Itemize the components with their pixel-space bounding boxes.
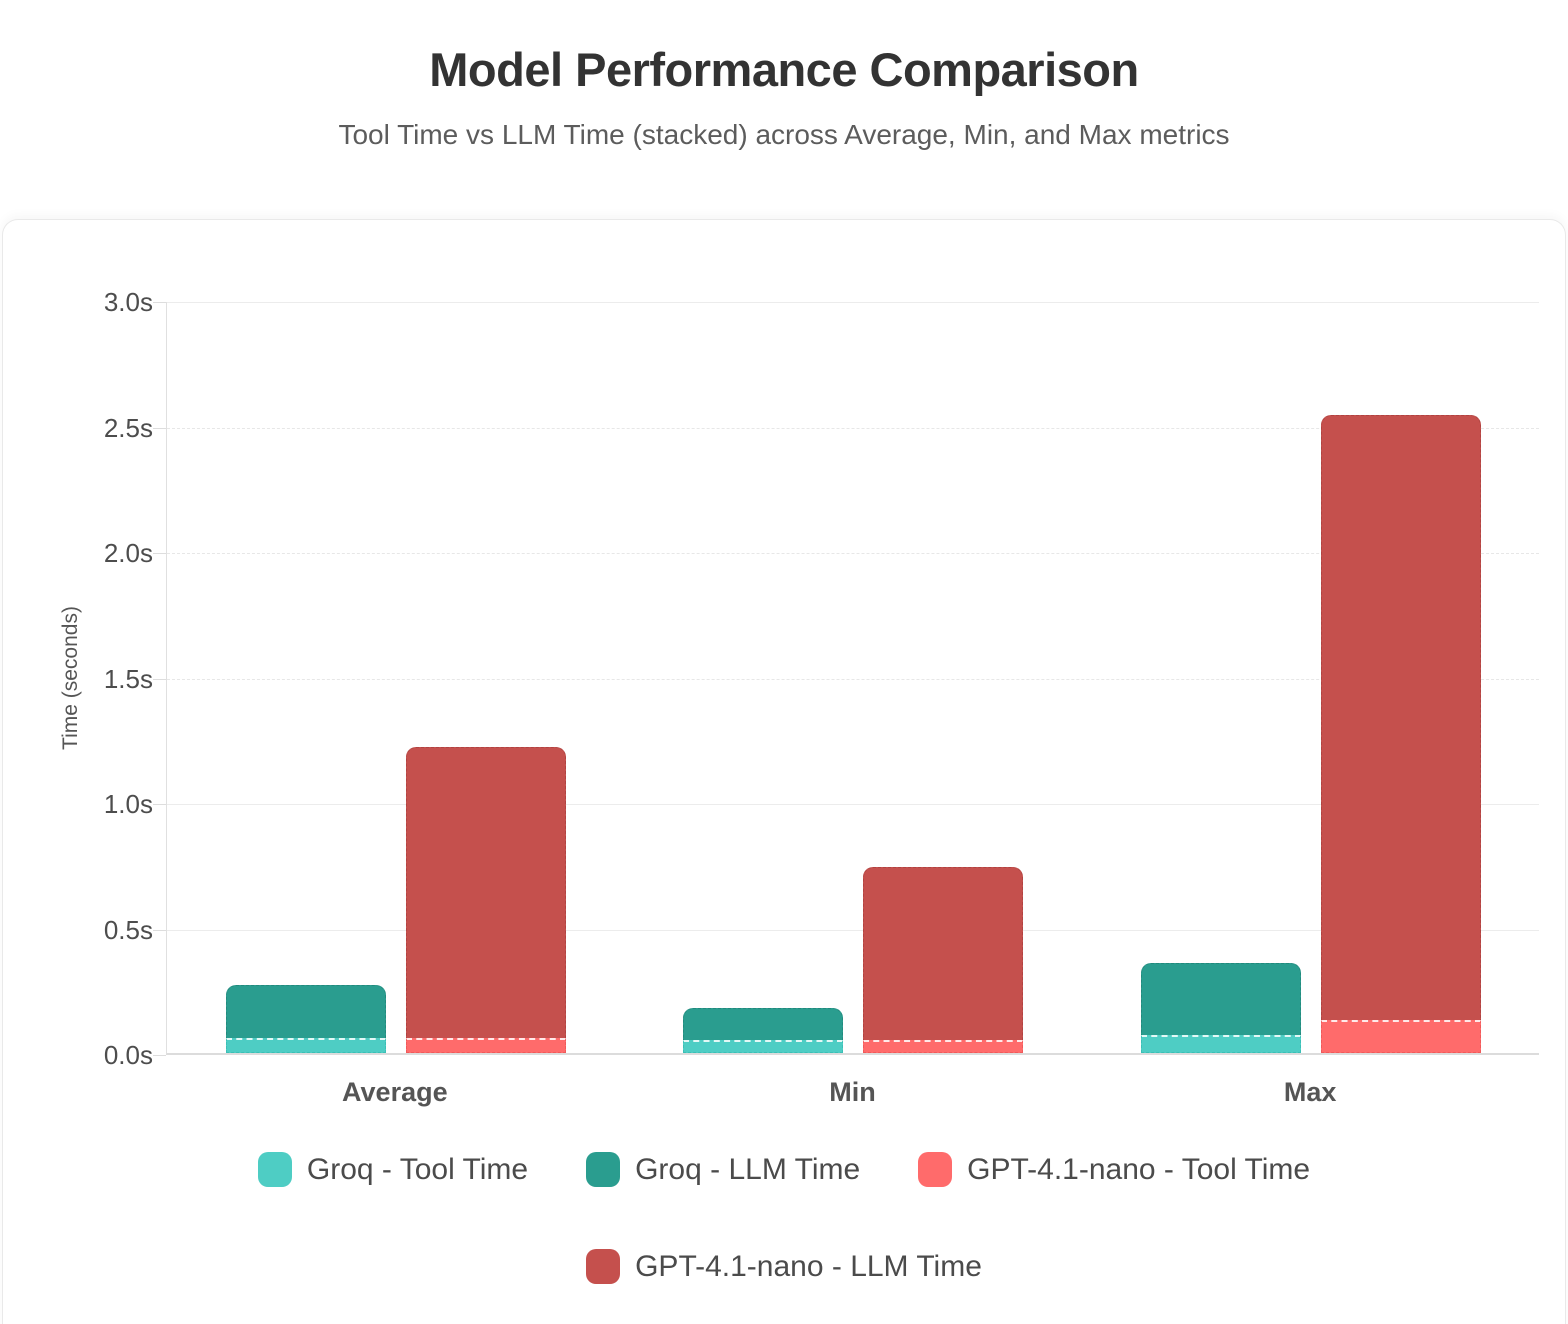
bar-gpt-4-1-nano-llm-time-min[interactable] (863, 867, 1024, 1041)
legend-swatch-groq-tool-time (257, 1152, 292, 1187)
chart-title: Model Performance Comparison (429, 43, 1139, 96)
gridline-0.5s (167, 929, 1539, 931)
legend-swatch-gpt-4-1-nano-tool-time (918, 1152, 953, 1187)
legend-label: GPT-4.1-nano - LLM Time (635, 1249, 982, 1283)
gridline-1.5s (167, 678, 1539, 680)
bar-stack-groq-min (683, 1007, 844, 1053)
legend-item-groq-tool-time[interactable]: Groq - Tool Time (257, 1152, 529, 1187)
gridline-2.0s (167, 553, 1539, 554)
legend-item-gpt-4-1-nano-tool-time[interactable]: GPT-4.1-nano - Tool Time (918, 1152, 1310, 1187)
legend-label: Groq - LLM Time (635, 1152, 861, 1186)
chart-subtitle: Tool Time vs LLM Time (stacked) across A… (338, 119, 1230, 150)
bar-stack-gpt-4-1-nano-min (863, 867, 1024, 1053)
bar-gpt-4-1-nano-tool-time-max[interactable] (1321, 1020, 1482, 1053)
y-axis-tickmark (153, 678, 166, 680)
bar-group-average (167, 302, 625, 1053)
bar-stack-gpt-4-1-nano-average (405, 746, 566, 1053)
chart-header: Model Performance Comparison Tool Time v… (0, 0, 1568, 151)
x-axis-label-max: Max (1283, 1077, 1337, 1107)
y-axis-tickmark (153, 804, 166, 805)
y-axis-tickmark (153, 427, 166, 429)
y-axis-tickmark (153, 1055, 166, 1056)
x-axis-label-min: Min (829, 1077, 876, 1107)
y-axis-tick-2.0s: 2.0s (103, 538, 153, 568)
bar-gpt-4-1-nano-tool-time-min[interactable] (863, 1040, 1024, 1053)
bar-groq-llm-time-max[interactable] (1141, 962, 1302, 1036)
bar-groq-tool-time-min[interactable] (683, 1040, 844, 1053)
y-axis-tickmark (153, 929, 166, 931)
y-axis-tickmark (153, 553, 166, 554)
bar-stack-gpt-4-1-nano-max (1321, 415, 1482, 1053)
y-axis-tick-1.0s: 1.0s (103, 789, 153, 819)
bar-groq-llm-time-min[interactable] (683, 1007, 844, 1041)
bar-groq-tool-time-max[interactable] (1141, 1035, 1302, 1053)
legend-swatch-gpt-4-1-nano-llm-time (586, 1249, 621, 1284)
legend-label: GPT-4.1-nano - Tool Time (967, 1152, 1311, 1186)
legend-item-groq-llm-time[interactable]: Groq - LLM Time (586, 1152, 860, 1187)
plot-area (166, 302, 1539, 1055)
y-axis-tick-0.5s: 0.5s (103, 914, 153, 945)
y-axis-tickmark (153, 302, 166, 303)
legend-item-gpt-4-1-nano-llm-time[interactable]: GPT-4.1-nano - LLM Time (586, 1249, 982, 1284)
bar-stack-groq-average (225, 985, 386, 1053)
gridline-3.0s (167, 302, 1539, 303)
legend: Groq - Tool Time Groq - LLM Time GPT-4.1-n… (3, 1152, 1565, 1284)
y-axis-tick-1.5s: 1.5s (103, 663, 153, 694)
bar-stack-groq-max (1141, 962, 1302, 1053)
bar-gpt-4-1-nano-tool-time-average[interactable] (405, 1037, 566, 1053)
legend-label: Groq - Tool Time (306, 1152, 529, 1186)
y-axis-tick-2.5s: 2.5s (103, 412, 153, 443)
x-axis-label-average: Average (342, 1077, 448, 1107)
chart-card: Time (seconds) 0.0s 0.5s 1.0s 1.5s 2.0s 2.5s 3… (2, 219, 1566, 1324)
bar-groq-tool-time-average[interactable] (225, 1037, 386, 1053)
gridline-2.5s (167, 427, 1539, 429)
bar-groq-llm-time-average[interactable] (225, 985, 386, 1038)
gridline-1.0s (167, 804, 1539, 805)
legend-swatch-groq-llm-time (586, 1152, 621, 1187)
bar-gpt-4-1-nano-llm-time-max[interactable] (1321, 415, 1482, 1021)
bar-gpt-4-1-nano-llm-time-average[interactable] (405, 746, 566, 1038)
bar-group-min (625, 302, 1083, 1053)
y-axis-tick-3.0s: 3.0s (103, 287, 153, 317)
bar-group-max (1082, 302, 1540, 1053)
y-axis-tick-0.0s: 0.0s (103, 1040, 153, 1070)
